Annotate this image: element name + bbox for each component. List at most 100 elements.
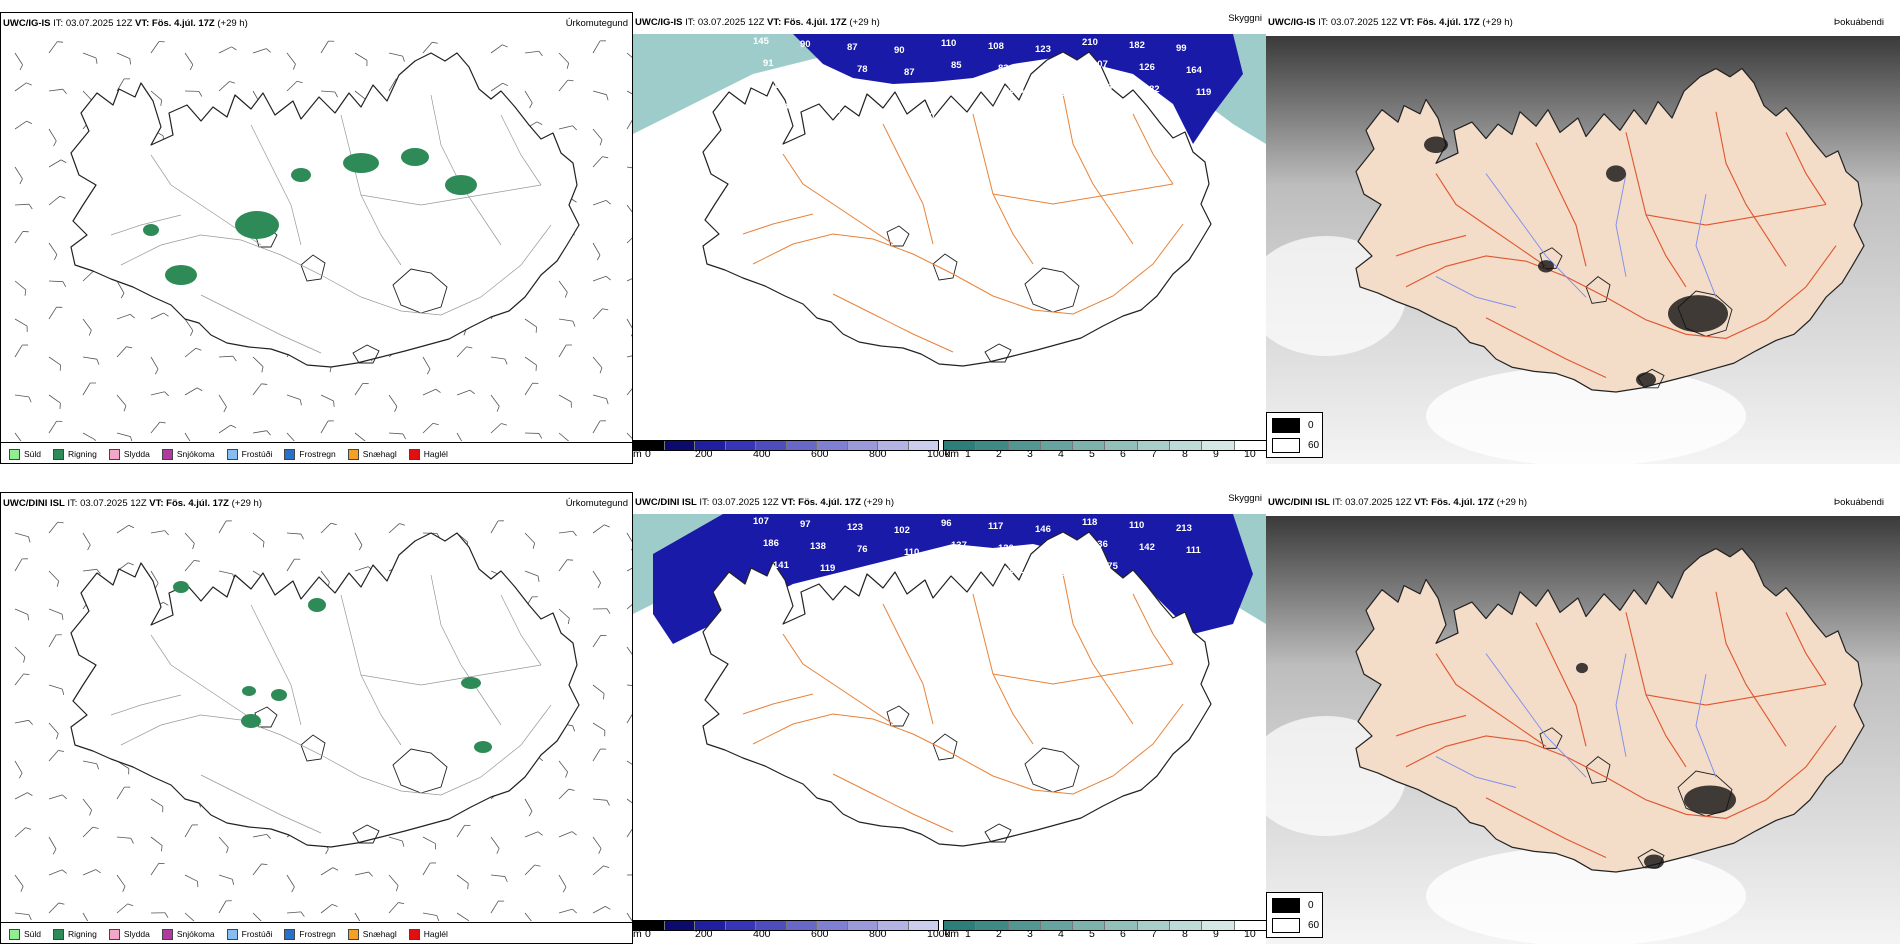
wind-barb: [592, 608, 611, 614]
ceiling-ticks: 0 200 400 600 800 1000: [645, 448, 950, 460]
legend-swatch: [284, 928, 296, 940]
rain-area: [343, 153, 379, 173]
ceiling-label: 119: [820, 563, 835, 574]
wind-barb: [218, 424, 237, 434]
panel-header: UWC/IG-IS IT: 03.07.2025 12Z VT: Fös. 4.…: [633, 12, 1266, 34]
rain-area: [271, 689, 287, 701]
wind-barb: [14, 558, 28, 572]
road-line: [200, 294, 322, 354]
wind-barb: [14, 827, 32, 838]
wind-barb: [354, 432, 367, 441]
wind-barb: [490, 900, 505, 914]
road-line: [1485, 797, 1607, 859]
tick-label: 400: [753, 448, 771, 460]
road-line: [110, 694, 182, 716]
colorbar-cell: [1008, 921, 1041, 930]
wind-barb: [14, 608, 30, 621]
it-value: 03.07.2025 12Z: [712, 497, 779, 508]
tick-label: 10: [1244, 448, 1256, 460]
wind-barb: [626, 710, 632, 724]
ceiling-label: 126: [1139, 62, 1155, 73]
wind-barb: [558, 394, 572, 408]
legend-swatch: [161, 448, 173, 460]
wind-barb: [82, 568, 101, 575]
colorbar-cell: [1170, 441, 1203, 450]
wind-barb: [388, 836, 405, 847]
colorbar-cell: [1040, 921, 1074, 930]
wind-barb: [82, 432, 96, 441]
wind-barb: [456, 389, 475, 396]
road-line: [742, 693, 814, 715]
wind-barb: [592, 634, 607, 648]
fog-high-area: [1538, 260, 1554, 273]
wind-barb: [14, 719, 33, 725]
wind-barb: [490, 874, 508, 883]
wind-barb: [82, 826, 99, 838]
glacier-outline: [1539, 727, 1563, 749]
wind-barb: [490, 520, 504, 534]
wind-barb: [558, 874, 567, 893]
ceiling-label: 91: [763, 58, 774, 69]
ceiling-label: 30: [924, 111, 935, 122]
wind-barb: [456, 874, 469, 890]
ceiling-colorbar: [633, 440, 939, 451]
wind-barb: [354, 912, 363, 921]
fog-map: [1266, 516, 1900, 944]
road-line: [832, 773, 954, 833]
tick-label: 2: [996, 448, 1002, 460]
wind-barb: [218, 81, 236, 92]
ceiling-label: 117: [988, 521, 1003, 532]
fog-high-area: [1636, 372, 1656, 387]
glacier-outline: [392, 268, 448, 314]
wind-barb: [252, 48, 271, 54]
ceiling-label: 93: [914, 89, 925, 100]
wind-barb: [558, 318, 576, 327]
fog-high-area: [1644, 854, 1664, 869]
ceiling-label: 103: [867, 86, 883, 97]
it-label: IT:: [1332, 497, 1343, 508]
colorbar-cell: [725, 921, 756, 930]
colorbar-cell: [664, 921, 695, 930]
panel-header: UWC/DINI ISL IT: 03.07.2025 12Z VT: Fös.…: [633, 492, 1266, 514]
colorbar-cell: [847, 441, 878, 450]
legend-item: Haglél: [408, 448, 448, 460]
vt-label: VT:: [1414, 497, 1429, 508]
it-value: 03.07.2025 12Z: [1345, 497, 1412, 508]
wind-barb: [48, 794, 67, 800]
ceiling-label: 182: [1129, 40, 1145, 51]
wind-barb: [490, 423, 507, 434]
wind-barb: [218, 355, 237, 362]
road-line: [992, 183, 1174, 205]
colorbar-cell: [817, 441, 848, 450]
cloud-panel-row1: UWC/IG-IS IT: 03.07.2025 12Z VT: Fös. 4.…: [633, 12, 1266, 464]
tick-label: 8: [1182, 448, 1188, 460]
colorbar-cell: [878, 441, 909, 450]
fog-legend-label: 0: [1308, 900, 1314, 911]
wind-barb: [456, 912, 470, 921]
vt-value: Fös. 4.júl. 17Z: [783, 17, 847, 28]
ceiling-label: 97: [800, 519, 811, 530]
wind-barb: [558, 344, 573, 358]
wind-barb: [48, 394, 61, 409]
wind-barb: [388, 52, 405, 62]
wind-barb: [626, 353, 632, 358]
tick-label: 0: [645, 928, 651, 940]
wind-barb: [626, 274, 632, 282]
rain-area: [474, 741, 492, 753]
colorbar-cell: [634, 441, 665, 450]
wind-barb: [116, 52, 131, 65]
precip-map: [14, 520, 632, 921]
coastline: [702, 531, 1212, 847]
river-line: [1695, 194, 1717, 298]
road-line: [1395, 714, 1467, 737]
ceiling-label: 110: [941, 38, 956, 49]
ceiling-label: 123: [1035, 44, 1051, 55]
it-label: IT:: [1318, 17, 1329, 28]
legend-item: Slydda: [108, 928, 150, 940]
wind-barb: [626, 116, 632, 130]
vt-label: VT:: [1400, 17, 1415, 28]
wind-barb: [184, 874, 199, 888]
wind-barb: [184, 52, 194, 71]
wind-barb: [14, 792, 33, 800]
tick-label: 7: [1151, 448, 1157, 460]
